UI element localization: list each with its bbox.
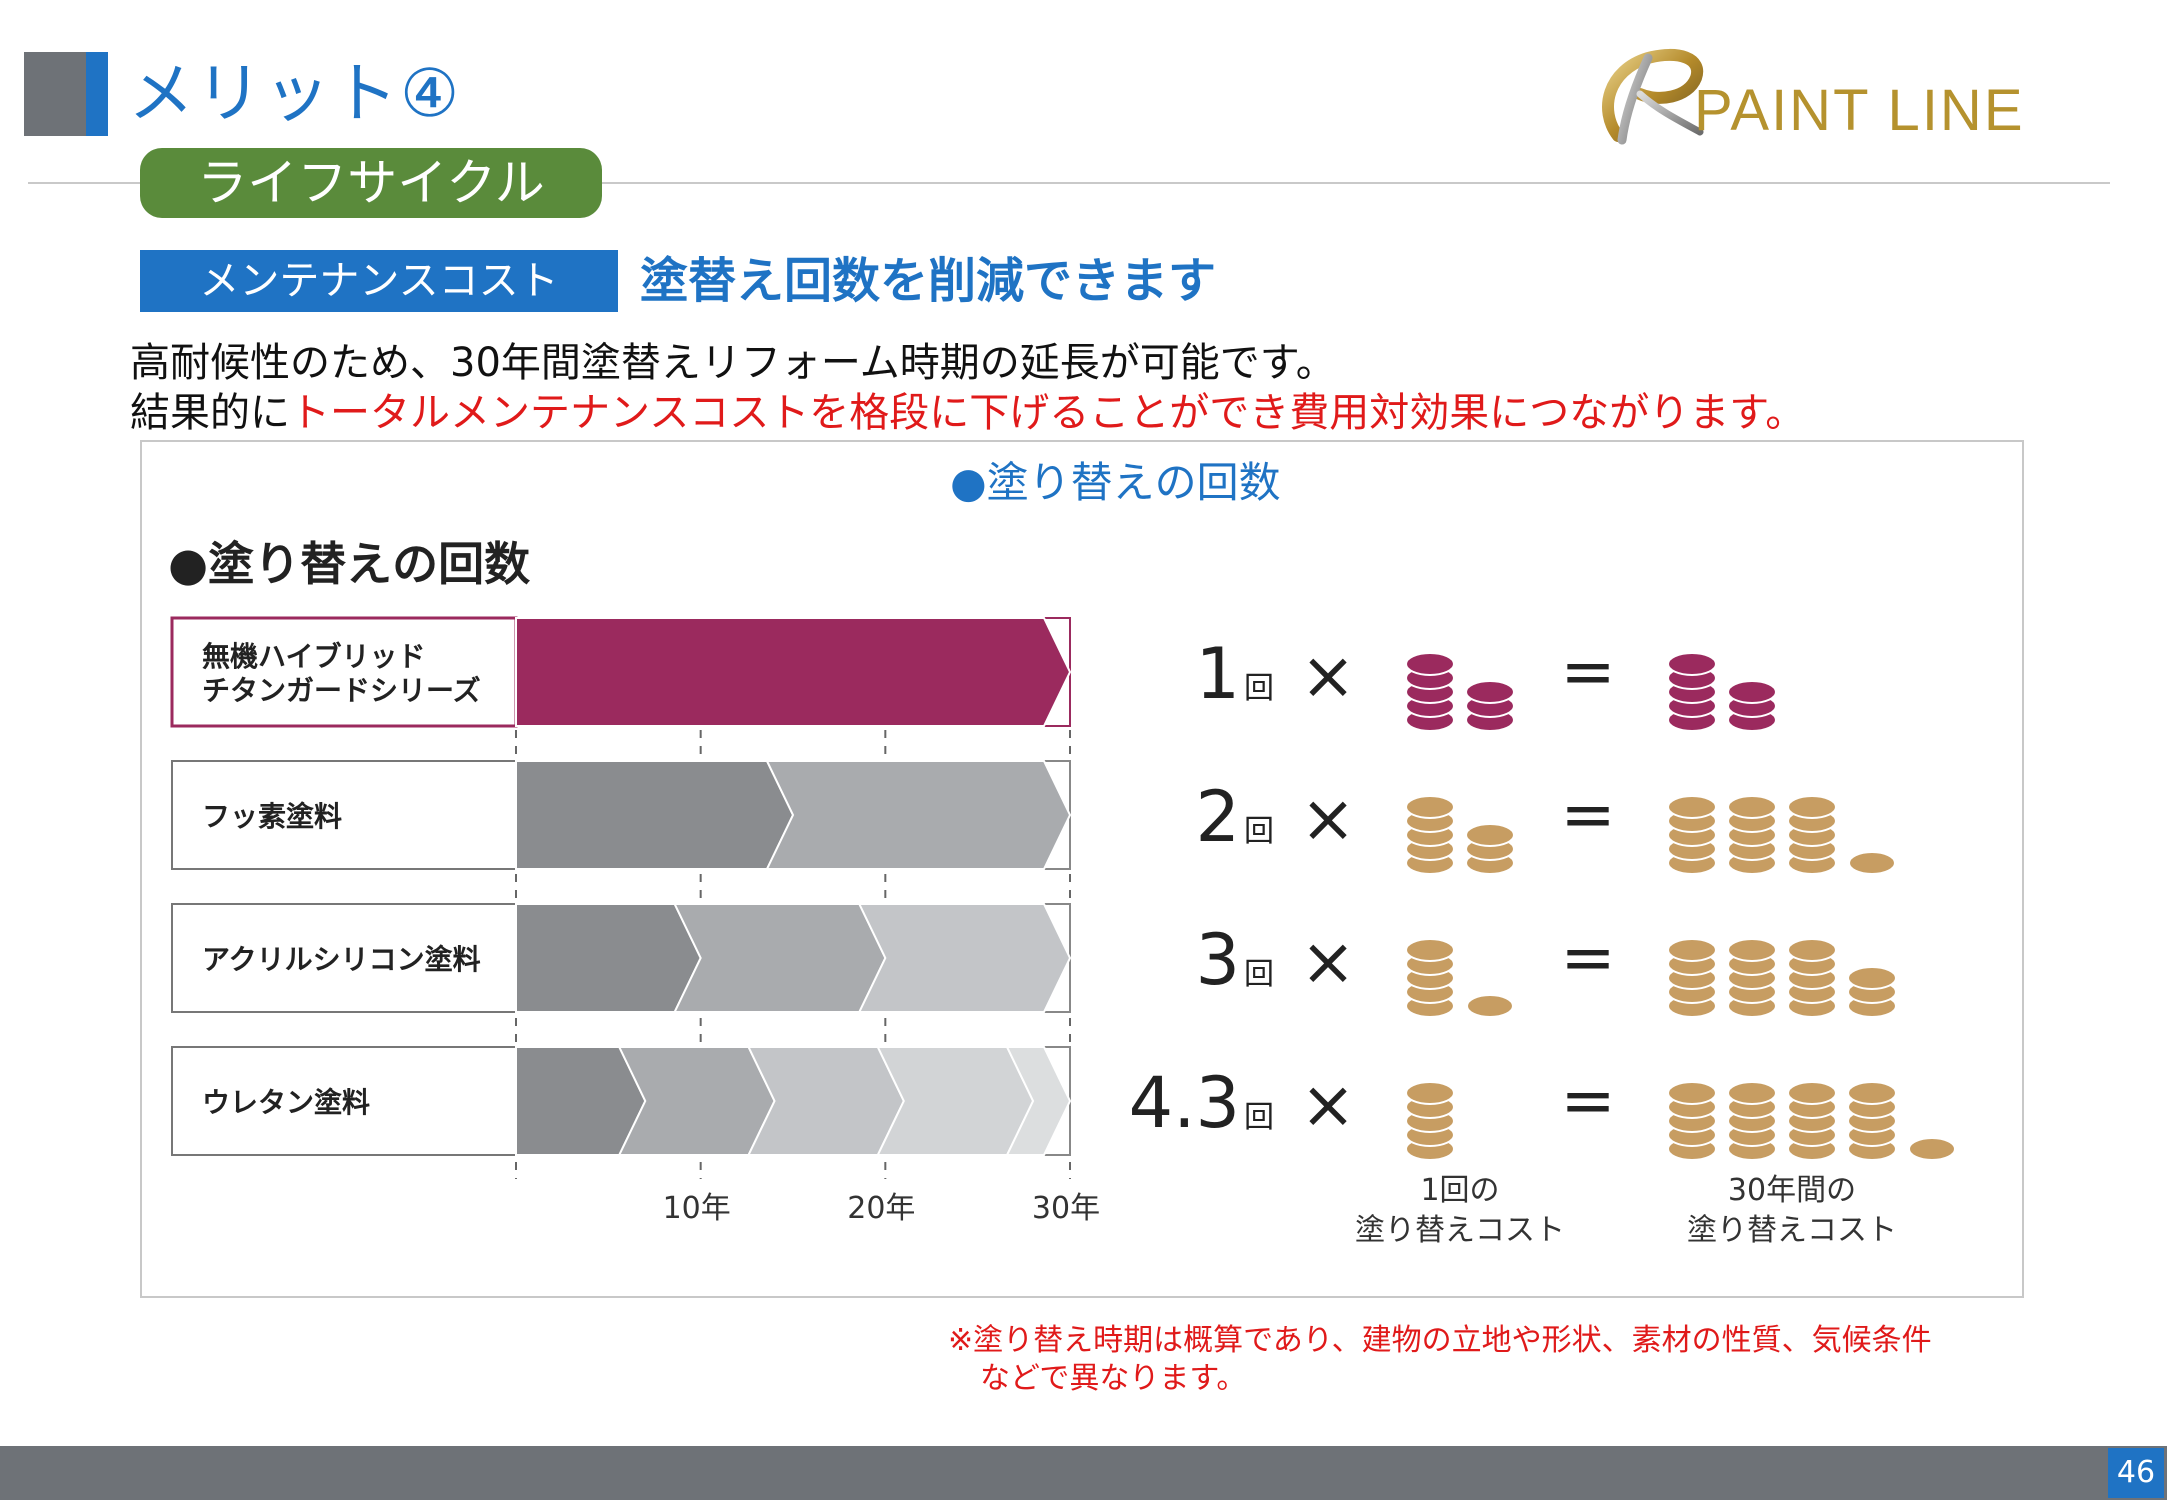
topic-headline: 塗替え回数を削減できます [640, 253, 1217, 309]
equals-operator: = [1560, 919, 1615, 996]
equals-operator: = [1560, 633, 1615, 710]
section-badge: ライフサイクル [140, 148, 602, 218]
repaint-unit: 回 [1244, 671, 1274, 706]
total-cost-column-label: 塗り替えコスト [1687, 1213, 1897, 1248]
total-cost-coin [1727, 680, 1777, 704]
footer-bar [0, 1446, 2167, 1500]
times-operator: × [1300, 637, 1355, 714]
times-operator: × [1300, 1066, 1355, 1143]
description-prefix: 結果的に [130, 390, 290, 436]
total-cost-coin [1908, 1137, 1956, 1161]
times-operator: × [1300, 780, 1355, 857]
bar-segment [765, 760, 1072, 870]
figure-caption: ●塗り替えの回数 [950, 458, 1281, 507]
total-cost-coin [1847, 1081, 1897, 1105]
total-cost-coin [1787, 1081, 1837, 1105]
total-cost-coin [1667, 795, 1717, 819]
x-tick-label: 10年 [663, 1191, 731, 1226]
paint-line-logo-icon [1602, 48, 1704, 145]
bar-segment [515, 1046, 647, 1156]
repaint-unit: 回 [1244, 1100, 1274, 1135]
bar-segment [515, 903, 702, 1013]
title-accent-blue [86, 52, 108, 136]
series-label-box [171, 1046, 517, 1156]
single-cost-coin [1405, 652, 1455, 676]
single-cost-coin [1405, 938, 1455, 962]
repaint-unit: 回 [1244, 814, 1274, 849]
series-label-box [171, 760, 517, 870]
bar-segment [673, 903, 887, 1013]
series-name: ウレタン塗料 [202, 1086, 370, 1119]
total-cost-coin [1667, 1081, 1717, 1105]
equals-operator: = [1560, 776, 1615, 853]
series-name: アクリルシリコン塗料 [202, 943, 481, 976]
logo-wordmark: PAINT LINE [1694, 78, 2025, 143]
topic-tag: メンテナンスコスト [140, 250, 618, 312]
footnote-line-1: ※塗り替え時期は概算であり、建物の立地や形状、素材の性質、気候条件 [948, 1323, 1932, 1358]
title-accent-grey [24, 52, 86, 136]
single-cost-column-label: 1回の [1420, 1173, 1499, 1208]
equals-operator: = [1560, 1062, 1615, 1139]
bar-segment [515, 760, 795, 870]
total-cost-column-label: 30年間の [1728, 1173, 1856, 1208]
header-divider [28, 182, 2110, 184]
page-number: 46 [2108, 1448, 2164, 1498]
single-cost-coin [1405, 1081, 1455, 1105]
series-name: フッ素塗料 [202, 800, 342, 833]
description-line-1: 高耐候性のため、30年間塗替えリフォーム時期の延長が可能です。 [130, 340, 1336, 386]
total-cost-coin [1727, 938, 1777, 962]
repaint-unit: 回 [1244, 957, 1274, 992]
bar-segment [515, 617, 1072, 727]
total-cost-coin [1727, 795, 1777, 819]
total-cost-coin [1727, 1081, 1777, 1105]
single-cost-coin [1466, 994, 1514, 1018]
series-name: チタンガードシリーズ [202, 674, 481, 707]
repaint-count: 4.3 [1129, 1062, 1240, 1144]
description-line-2: 結果的にトータルメンテナンスコストを格段に下げることができ費用対効果につながりま… [130, 388, 1805, 438]
total-cost-coin [1787, 938, 1837, 962]
repaint-count: 1 [1195, 633, 1240, 715]
x-tick-label: 20年 [847, 1191, 915, 1226]
single-cost-coin [1405, 795, 1455, 819]
repaint-count: 2 [1195, 776, 1240, 858]
series-name: 無機ハイブリッド [202, 640, 425, 673]
total-cost-coin [1787, 795, 1837, 819]
footnote-line-2: などで異なります。 [980, 1361, 1247, 1396]
description-highlight: トータルメンテナンスコストを格段に下げることができ費用対効果につながります。 [290, 390, 1806, 436]
single-cost-coin [1465, 823, 1515, 847]
total-cost-coin [1667, 938, 1717, 962]
single-cost-coin [1465, 680, 1515, 704]
x-tick-label: 30年 [1032, 1191, 1100, 1226]
page-title: メリット④ [128, 55, 462, 132]
times-operator: × [1300, 923, 1355, 1000]
series-label-box [171, 903, 517, 1013]
bar-segment [857, 903, 1072, 1013]
single-cost-column-label: 塗り替えコスト [1355, 1213, 1565, 1248]
total-cost-coin [1667, 652, 1717, 676]
total-cost-coin [1847, 966, 1897, 990]
total-cost-coin [1848, 851, 1896, 875]
bar-segment [1005, 1046, 1072, 1156]
repaint-count: 3 [1195, 919, 1240, 1001]
chart-title: ●塗り替えの回数 [168, 537, 531, 591]
